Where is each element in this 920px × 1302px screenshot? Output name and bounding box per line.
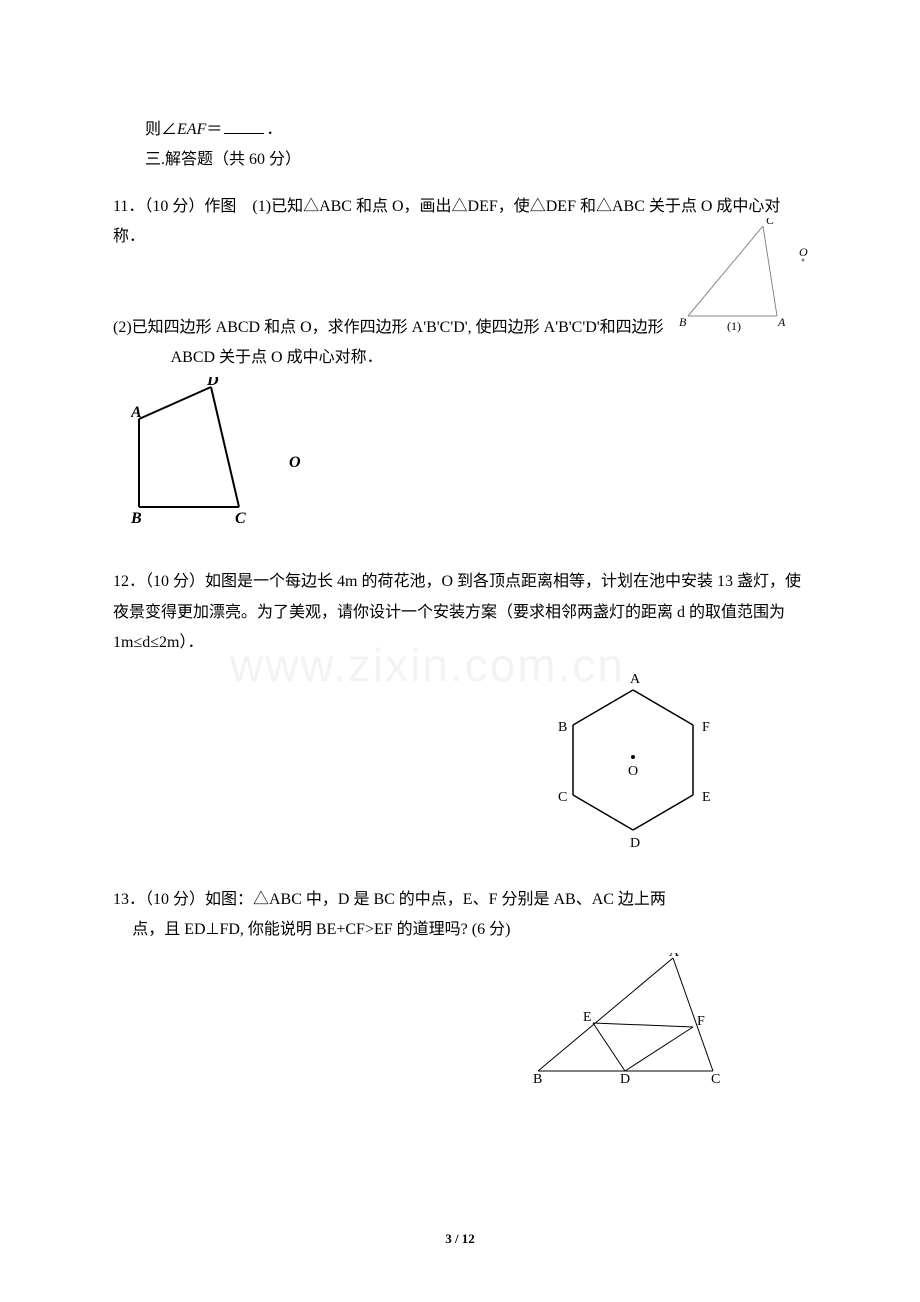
q11b-line2: ABCD 关于点 O 成中心对称． bbox=[113, 343, 807, 373]
svg-text:C: C bbox=[235, 510, 246, 527]
svg-text:E: E bbox=[583, 1010, 592, 1025]
svg-text:D: D bbox=[630, 836, 640, 851]
svg-text:A: A bbox=[669, 953, 680, 960]
svg-text:E: E bbox=[702, 790, 711, 805]
q12-text: 12．（10 分）如图是一个每边长 4m 的荷花池，O 到各顶点距离相等，计划在… bbox=[113, 567, 807, 658]
question-13: 13．（10 分）如图：△ABC 中，D 是 BC 的中点，E、F 分别是 AB… bbox=[113, 885, 807, 1089]
blank-fill bbox=[224, 117, 264, 134]
svg-text:B: B bbox=[533, 1072, 542, 1087]
svg-text:F: F bbox=[697, 1014, 705, 1029]
eaf-prefix: 则∠ bbox=[145, 121, 177, 138]
svg-text:C: C bbox=[711, 1072, 720, 1087]
svg-text:C: C bbox=[558, 790, 567, 805]
svg-text:O: O bbox=[628, 764, 638, 779]
svg-text:B: B bbox=[558, 720, 567, 735]
page-number: 3 / 12 bbox=[0, 1227, 920, 1252]
svg-text:O: O bbox=[289, 454, 301, 471]
svg-text:D: D bbox=[620, 1072, 630, 1087]
question-11-part2: (2)已知四边形 ABCD 和点 O，求作四边形 A'B'C'D', 使四边形 … bbox=[113, 313, 807, 528]
eaf-var: EAF bbox=[177, 121, 206, 138]
question-12: 12．（10 分）如图是一个每边长 4m 的荷花池，O 到各顶点距离相等，计划在… bbox=[113, 567, 807, 854]
line-eaf: 则∠EAF＝ ． bbox=[113, 115, 807, 145]
svg-text:A: A bbox=[777, 315, 786, 329]
svg-text:D: D bbox=[206, 377, 219, 389]
eaf-eq: ＝ bbox=[206, 121, 222, 138]
figure-q12-hexagon: A B C D E F O bbox=[533, 665, 733, 855]
section-3-heading: 三.解答题（共 60 分） bbox=[113, 145, 807, 175]
svg-text:(1): (1) bbox=[727, 319, 741, 333]
svg-text:O: O bbox=[799, 245, 808, 259]
figure-q11-triangle: A B C O (1) bbox=[675, 218, 815, 333]
svg-text:A: A bbox=[131, 404, 142, 421]
q13-line1: 13．（10 分）如图：△ABC 中，D 是 BC 的中点，E、F 分别是 AB… bbox=[113, 885, 807, 915]
svg-text:F: F bbox=[702, 720, 710, 735]
svg-text:B: B bbox=[679, 315, 687, 329]
figure-q11b-quad: A B C D O bbox=[131, 377, 311, 527]
svg-text:B: B bbox=[131, 510, 142, 527]
q13-line2: 点，且 ED⊥FD, 你能说明 BE+CF>EF 的道理吗? (6 分) bbox=[113, 915, 807, 945]
svg-text:C: C bbox=[766, 218, 775, 227]
eaf-tail: ． bbox=[266, 121, 282, 138]
svg-text:A: A bbox=[630, 672, 641, 687]
document-page: www.zixin.com.cn 则∠EAF＝． 三.解答题（共 60 分） 1… bbox=[0, 0, 920, 1302]
figure-q13-triangle: A B C D E F bbox=[533, 953, 728, 1088]
